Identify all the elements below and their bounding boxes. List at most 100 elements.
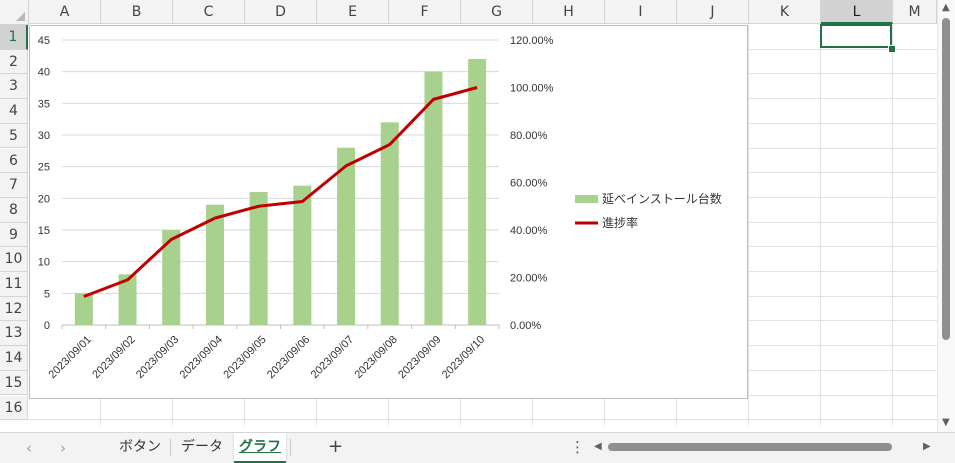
row-header-13[interactable]: 13: [0, 321, 28, 347]
column-header-L[interactable]: L: [821, 0, 893, 24]
scroll-up-arrow-icon[interactable]: ▲: [942, 2, 950, 13]
legend-swatch-bar: [575, 195, 598, 203]
bar: [293, 185, 312, 325]
tab-graph[interactable]: グラフ: [234, 433, 286, 463]
row-header-5[interactable]: 5: [0, 123, 28, 149]
y-right-tick-label: 0.00%: [510, 320, 541, 332]
prev-sheet-icon[interactable]: ‹: [26, 439, 32, 457]
x-tick-label: 2023/09/03: [134, 334, 181, 381]
vertical-scroll-thumb[interactable]: [942, 18, 950, 340]
column-header-D[interactable]: D: [245, 0, 317, 24]
add-sheet-icon[interactable]: +: [328, 436, 344, 457]
more-options-icon[interactable]: ⋮: [570, 438, 585, 456]
horizontal-scroll-thumb[interactable]: [608, 443, 892, 451]
y-left-tick-label: 45: [38, 35, 50, 47]
scroll-down-arrow-icon[interactable]: ▼: [942, 417, 950, 428]
bar: [380, 122, 399, 325]
select-all-corner[interactable]: [0, 0, 29, 25]
column-header-K[interactable]: K: [749, 0, 821, 24]
grid-column-line: [748, 25, 749, 425]
row-header-8[interactable]: 8: [0, 197, 28, 223]
x-tick-label: 2023/09/09: [396, 334, 443, 381]
combo-chart[interactable]: 0 5 10 15 20 25 30 35 40 45 0.00% 20.00% 40.00% 60.00…: [29, 25, 748, 399]
x-tick-label: 2023/09/05: [221, 334, 268, 381]
bar: [337, 147, 356, 325]
row-header-9[interactable]: 9: [0, 222, 28, 248]
tab-separator: [170, 439, 171, 456]
bar: [249, 192, 268, 325]
column-header-B[interactable]: B: [101, 0, 173, 24]
y-left-tick-label: 0: [44, 320, 50, 332]
vertical-scrollbar[interactable]: ▲ ▼: [937, 0, 955, 432]
x-tick-label: 2023/09/02: [90, 334, 137, 381]
row-header-10[interactable]: 10: [0, 247, 28, 272]
row-header-6[interactable]: 6: [0, 148, 28, 174]
row-header-14[interactable]: 14: [0, 346, 28, 371]
tab-graph-label: グラフ: [239, 439, 281, 455]
column-header-E[interactable]: E: [317, 0, 389, 24]
y-left-tick-label: 25: [38, 162, 50, 174]
y-left-tick-label: 30: [38, 130, 50, 142]
tab-button-label: ボタン: [119, 439, 161, 455]
tab-data-label: データ: [181, 439, 223, 455]
next-sheet-icon[interactable]: ›: [60, 439, 66, 457]
row-header-4[interactable]: 4: [0, 99, 28, 124]
y-right-tick-label: 40.00%: [510, 225, 548, 237]
legend-label-line: 進捗率: [602, 215, 638, 230]
column-header-H[interactable]: H: [533, 0, 605, 24]
scroll-left-arrow-icon[interactable]: ◀: [594, 441, 602, 452]
x-tick-label: 2023/09/06: [265, 334, 312, 381]
chart-canvas: 0 5 10 15 20 25 30 35 40 45 0.00% 20.00% 40.00% 60.00…: [38, 35, 722, 381]
x-tick-label: 2023/09/10: [440, 334, 487, 381]
row-header-3[interactable]: 3: [0, 74, 28, 100]
y-right-tick-label: 100.00%: [510, 83, 554, 95]
row-header-16[interactable]: 16: [0, 395, 28, 421]
row-header-15[interactable]: 15: [0, 370, 28, 396]
horizontal-scrollbar[interactable]: ◀ ▶: [594, 440, 936, 454]
sheet-tab-bar: ‹ › ボタン データ グラフ + ⋮ ◀ ▶: [0, 432, 955, 463]
grid-row-line: [29, 419, 937, 421]
tab-separator: [290, 439, 291, 456]
bar: [468, 59, 487, 325]
column-header-I[interactable]: I: [605, 0, 677, 24]
y-left-tick-label: 35: [38, 98, 50, 110]
x-tick-label: 2023/09/04: [178, 334, 225, 381]
row-header-2[interactable]: 2: [0, 49, 28, 75]
fill-handle[interactable]: [888, 45, 896, 53]
x-tick-label: 2023/09/01: [47, 334, 94, 381]
column-header-M[interactable]: M: [893, 0, 937, 24]
row-header-1[interactable]: 1: [0, 25, 28, 50]
grid-column-line: [892, 25, 893, 425]
x-tick-label: 2023/09/08: [352, 334, 399, 381]
y-right-tick-label: 20.00%: [510, 273, 548, 285]
tab-data[interactable]: データ: [176, 433, 228, 461]
y-left-tick-label: 40: [38, 67, 50, 79]
y-right-tick-label: 60.00%: [510, 178, 548, 190]
column-header-F[interactable]: F: [389, 0, 461, 24]
y-left-tick-label: 20: [38, 193, 50, 205]
bar: [162, 230, 181, 325]
legend-label-bar: 延べインストール台数: [602, 191, 722, 206]
progress-line: [83, 86, 478, 298]
y-right-tick-label: 80.00%: [510, 130, 548, 142]
grid-column-line: [820, 25, 821, 425]
bar: [74, 293, 93, 325]
column-header-C[interactable]: C: [173, 0, 245, 24]
y-left-tick-label: 15: [38, 225, 50, 237]
x-tick-label: 2023/09/07: [309, 334, 356, 381]
tab-button[interactable]: ボタン: [115, 433, 165, 461]
y-left-tick-label: 5: [44, 288, 50, 300]
column-header-J[interactable]: J: [677, 0, 749, 24]
row-header-11[interactable]: 11: [0, 272, 28, 297]
bar: [205, 204, 224, 325]
row-header-7[interactable]: 7: [0, 173, 28, 198]
bar: [118, 274, 137, 325]
column-header-G[interactable]: G: [461, 0, 533, 24]
y-left-tick-label: 10: [38, 257, 50, 269]
row-header-12[interactable]: 12: [0, 296, 28, 322]
scroll-right-arrow-icon[interactable]: ▶: [923, 441, 931, 452]
y-right-tick-label: 120.00%: [510, 35, 554, 47]
bar: [424, 71, 443, 325]
column-header-A[interactable]: A: [29, 0, 101, 24]
active-cell-L1[interactable]: [820, 24, 892, 48]
